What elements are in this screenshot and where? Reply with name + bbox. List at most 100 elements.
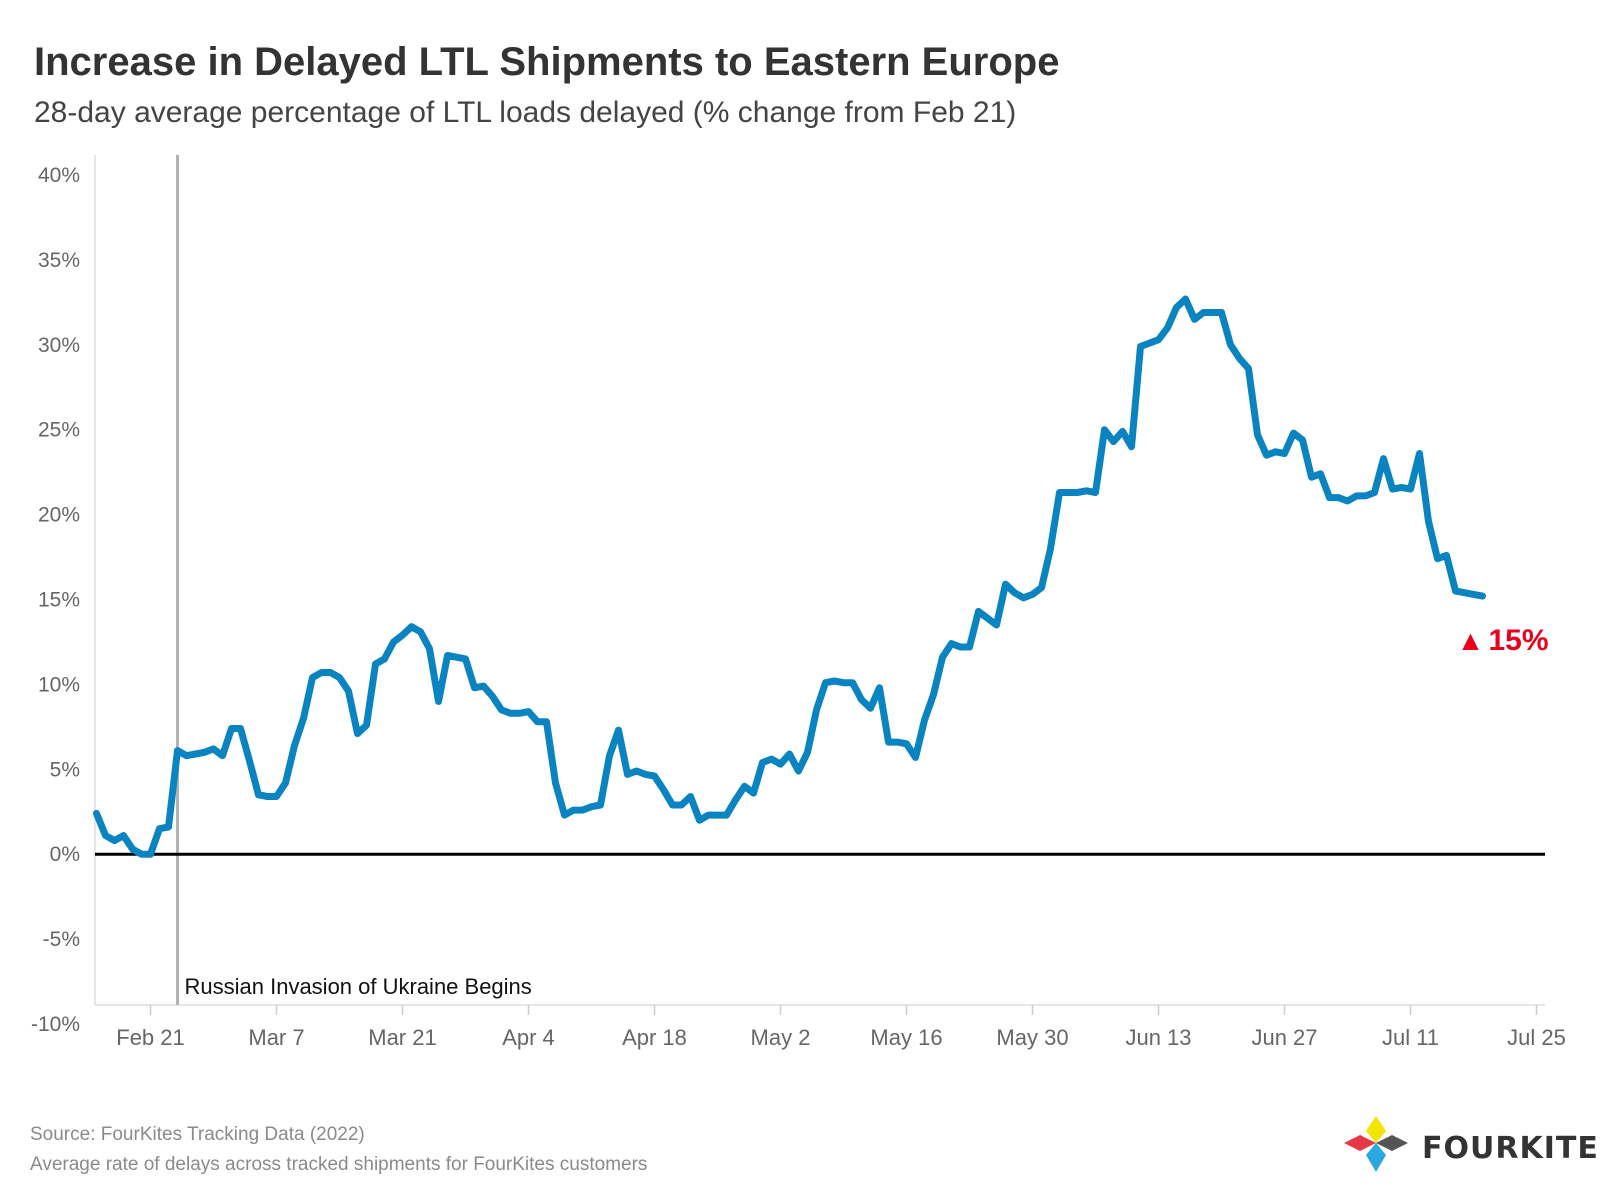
data-point bbox=[1175, 305, 1178, 309]
data-point bbox=[563, 813, 566, 817]
data-point bbox=[527, 710, 530, 714]
data-point bbox=[1094, 491, 1097, 494]
data-point bbox=[1040, 586, 1043, 590]
x-axis: Feb 21 Mar 7 Mar 21 Apr 4 Apr 18 May 2 May 16 M… bbox=[95, 1004, 1566, 1050]
data-point bbox=[680, 803, 683, 807]
data-point bbox=[1256, 433, 1259, 437]
data-point bbox=[131, 847, 134, 851]
up-triangle-icon: ▲ bbox=[1457, 625, 1485, 656]
data-point bbox=[599, 803, 602, 807]
data-point bbox=[374, 662, 377, 666]
data-point bbox=[725, 813, 728, 817]
data-point bbox=[482, 684, 485, 688]
data-point bbox=[158, 827, 161, 831]
y-tick-label: 20% bbox=[38, 504, 80, 527]
data-point bbox=[536, 720, 539, 724]
data-point bbox=[221, 754, 224, 758]
data-point bbox=[1319, 472, 1322, 476]
x-tick-label: May 2 bbox=[751, 1025, 811, 1050]
kite-gray-diamond bbox=[1376, 1135, 1408, 1151]
data-point bbox=[1220, 311, 1223, 314]
data-point bbox=[1022, 596, 1025, 600]
data-point bbox=[1076, 491, 1079, 494]
data-point bbox=[1085, 489, 1088, 493]
data-point bbox=[1274, 450, 1277, 454]
data-point bbox=[1121, 429, 1124, 433]
data-point bbox=[662, 788, 665, 792]
data-point bbox=[437, 699, 440, 703]
data-point bbox=[1067, 491, 1070, 494]
data-point bbox=[1157, 338, 1160, 342]
data-point bbox=[824, 681, 827, 685]
data-point bbox=[968, 645, 971, 649]
data-point bbox=[1283, 452, 1286, 455]
data-point bbox=[1238, 356, 1241, 360]
data-point bbox=[986, 616, 989, 620]
x-tick-label: Mar 7 bbox=[248, 1025, 304, 1050]
data-point bbox=[581, 808, 584, 812]
data-point bbox=[1301, 438, 1304, 442]
data-point bbox=[1436, 557, 1439, 561]
data-point bbox=[1130, 445, 1133, 449]
data-point bbox=[833, 679, 836, 683]
data-point bbox=[167, 825, 170, 829]
data-point bbox=[797, 769, 800, 773]
data-point bbox=[473, 686, 476, 690]
data-point bbox=[275, 795, 278, 798]
data-point bbox=[338, 676, 341, 680]
data-point bbox=[752, 791, 755, 795]
data-point bbox=[1328, 496, 1331, 500]
data-point bbox=[410, 625, 413, 629]
data-point bbox=[635, 769, 638, 773]
data-point bbox=[266, 795, 269, 798]
data-point bbox=[1418, 452, 1421, 455]
kite-logo-icon bbox=[1344, 1116, 1408, 1172]
y-tick-label: 0% bbox=[50, 843, 80, 866]
data-point bbox=[500, 708, 503, 712]
data-point bbox=[617, 728, 620, 732]
data-point bbox=[185, 754, 188, 758]
x-tick-label: May 16 bbox=[870, 1025, 942, 1050]
data-point bbox=[1148, 341, 1151, 345]
data-point bbox=[689, 795, 692, 798]
data-point bbox=[1265, 453, 1268, 457]
series-layer bbox=[93, 295, 1486, 858]
data-point bbox=[428, 647, 431, 651]
data-point bbox=[356, 732, 359, 736]
data-point bbox=[761, 761, 764, 764]
data-point bbox=[509, 711, 512, 715]
data-point bbox=[671, 803, 674, 807]
data-point bbox=[455, 655, 458, 659]
data-point bbox=[1400, 485, 1403, 489]
data-point bbox=[959, 645, 962, 649]
data-point bbox=[905, 742, 908, 746]
data-point bbox=[644, 772, 647, 776]
y-tick-label: 35% bbox=[38, 249, 80, 272]
data-point bbox=[284, 781, 287, 785]
data-point bbox=[1211, 311, 1214, 314]
data-point bbox=[464, 657, 467, 661]
data-point bbox=[1112, 440, 1115, 444]
data-point bbox=[113, 839, 116, 843]
series-line bbox=[93, 295, 1486, 858]
data-point bbox=[806, 750, 809, 754]
data-point bbox=[779, 762, 782, 766]
data-point bbox=[302, 716, 305, 720]
chart-title: Increase in Delayed LTL Shipments to Eas… bbox=[34, 40, 1060, 84]
data-point bbox=[1004, 582, 1007, 586]
data-point bbox=[95, 811, 98, 815]
data-point bbox=[1247, 367, 1250, 371]
x-tick-label: May 30 bbox=[996, 1025, 1068, 1050]
data-point bbox=[140, 852, 143, 856]
data-point bbox=[1337, 496, 1340, 500]
data-point bbox=[1346, 499, 1349, 503]
data-point bbox=[950, 642, 953, 646]
data-point bbox=[887, 740, 890, 744]
data-point bbox=[1364, 494, 1367, 498]
data-point bbox=[1292, 431, 1295, 435]
data-point bbox=[1481, 594, 1484, 598]
data-point bbox=[1193, 317, 1196, 321]
kite-yellow-diamond bbox=[1366, 1116, 1386, 1143]
data-point bbox=[878, 686, 881, 690]
x-tick-label: Jun 13 bbox=[1125, 1025, 1191, 1050]
